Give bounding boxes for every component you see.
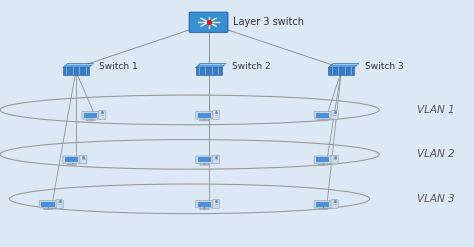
FancyBboxPatch shape xyxy=(41,202,55,207)
FancyBboxPatch shape xyxy=(84,113,97,118)
Text: Switch 3: Switch 3 xyxy=(365,62,403,71)
Polygon shape xyxy=(328,64,359,67)
Text: Switch 1: Switch 1 xyxy=(99,62,138,71)
FancyBboxPatch shape xyxy=(318,164,328,165)
Text: Switch 2: Switch 2 xyxy=(232,62,271,71)
FancyBboxPatch shape xyxy=(316,202,329,207)
FancyBboxPatch shape xyxy=(200,208,209,210)
FancyBboxPatch shape xyxy=(196,156,213,164)
FancyBboxPatch shape xyxy=(189,12,228,32)
FancyBboxPatch shape xyxy=(67,164,76,165)
FancyBboxPatch shape xyxy=(56,200,63,208)
Polygon shape xyxy=(63,64,93,67)
Polygon shape xyxy=(328,67,354,75)
FancyBboxPatch shape xyxy=(212,111,219,119)
FancyBboxPatch shape xyxy=(200,164,209,165)
Polygon shape xyxy=(63,67,89,75)
FancyBboxPatch shape xyxy=(65,157,78,162)
FancyBboxPatch shape xyxy=(314,156,332,164)
FancyBboxPatch shape xyxy=(314,201,332,208)
FancyBboxPatch shape xyxy=(82,112,100,119)
FancyBboxPatch shape xyxy=(43,208,53,210)
FancyBboxPatch shape xyxy=(318,120,328,121)
FancyBboxPatch shape xyxy=(63,156,81,164)
FancyBboxPatch shape xyxy=(331,155,338,164)
Polygon shape xyxy=(195,67,221,75)
FancyBboxPatch shape xyxy=(316,157,329,162)
FancyBboxPatch shape xyxy=(316,113,329,118)
FancyBboxPatch shape xyxy=(196,201,213,208)
Polygon shape xyxy=(195,64,226,67)
FancyBboxPatch shape xyxy=(212,155,219,164)
FancyBboxPatch shape xyxy=(196,112,213,119)
FancyBboxPatch shape xyxy=(39,201,57,208)
FancyBboxPatch shape xyxy=(314,112,332,119)
Text: VLAN 2: VLAN 2 xyxy=(417,149,455,159)
FancyBboxPatch shape xyxy=(318,208,328,210)
FancyBboxPatch shape xyxy=(198,157,211,162)
FancyBboxPatch shape xyxy=(212,200,219,208)
Text: Layer 3 switch: Layer 3 switch xyxy=(233,17,304,27)
FancyBboxPatch shape xyxy=(331,111,338,119)
FancyBboxPatch shape xyxy=(86,120,95,121)
FancyBboxPatch shape xyxy=(331,200,338,208)
FancyBboxPatch shape xyxy=(200,120,209,121)
FancyBboxPatch shape xyxy=(80,155,87,164)
FancyBboxPatch shape xyxy=(198,113,211,118)
Text: VLAN 1: VLAN 1 xyxy=(417,105,455,115)
Text: VLAN 3: VLAN 3 xyxy=(417,194,455,204)
FancyBboxPatch shape xyxy=(99,111,106,119)
FancyBboxPatch shape xyxy=(198,202,211,207)
